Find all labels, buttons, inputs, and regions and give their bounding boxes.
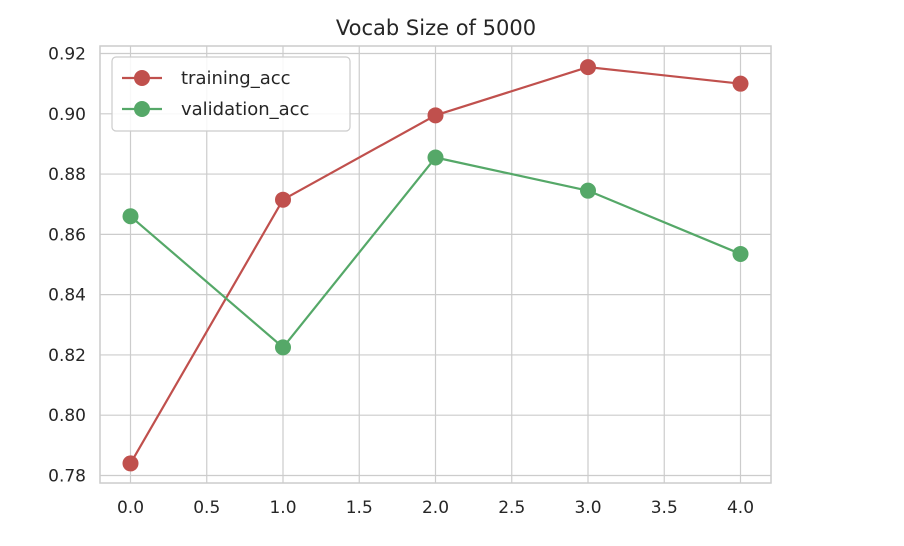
legend: training_acc validation_acc bbox=[111, 56, 351, 132]
y-tick-label: 0.82 bbox=[48, 346, 86, 366]
legend-item: training_acc bbox=[122, 68, 291, 89]
x-tick-label: 0.5 bbox=[193, 498, 220, 518]
y-axis-ticks: 0.78 0.80 0.82 0.84 0.86 0.88 0.90 0.92 bbox=[48, 45, 86, 487]
chart-title: Vocab Size of 5000 bbox=[336, 16, 536, 40]
legend-marker bbox=[134, 70, 150, 86]
data-point bbox=[732, 245, 749, 262]
y-tick-label: 0.90 bbox=[48, 105, 86, 125]
grid-layer bbox=[100, 46, 771, 483]
data-point bbox=[427, 149, 444, 166]
series-layer bbox=[122, 59, 749, 472]
data-point bbox=[122, 208, 139, 225]
y-tick-label: 0.86 bbox=[48, 225, 86, 245]
x-tick-label: 3.0 bbox=[574, 498, 601, 518]
x-axis-ticks: 0.0 0.5 1.0 1.5 2.0 2.5 3.0 3.5 4.0 bbox=[117, 498, 754, 518]
x-tick-label: 2.0 bbox=[422, 498, 449, 518]
series-training-acc bbox=[122, 59, 749, 472]
legend-marker bbox=[134, 101, 150, 117]
data-point bbox=[732, 75, 749, 92]
legend-label: training_acc bbox=[181, 68, 291, 89]
x-tick-label: 1.5 bbox=[346, 498, 373, 518]
x-tick-label: 0.0 bbox=[117, 498, 144, 518]
x-tick-label: 4.0 bbox=[727, 498, 754, 518]
y-tick-label: 0.88 bbox=[48, 165, 86, 185]
legend-item: validation_acc bbox=[122, 99, 309, 120]
data-point bbox=[122, 455, 139, 472]
legend-box bbox=[111, 56, 351, 132]
data-point bbox=[275, 191, 291, 208]
x-tick-label: 1.0 bbox=[269, 498, 296, 518]
y-tick-label: 0.78 bbox=[48, 466, 86, 486]
x-tick-label: 2.5 bbox=[498, 498, 525, 518]
plot-frame bbox=[99, 45, 772, 484]
data-point bbox=[427, 107, 444, 124]
legend-label: validation_acc bbox=[181, 99, 309, 120]
y-tick-label: 0.84 bbox=[48, 286, 86, 306]
data-point bbox=[580, 182, 596, 199]
data-point bbox=[580, 59, 596, 76]
y-tick-label: 0.92 bbox=[48, 45, 86, 65]
y-tick-label: 0.80 bbox=[48, 406, 86, 426]
x-tick-label: 3.5 bbox=[651, 498, 678, 518]
series-validation-acc bbox=[122, 149, 749, 356]
data-point bbox=[275, 339, 291, 356]
